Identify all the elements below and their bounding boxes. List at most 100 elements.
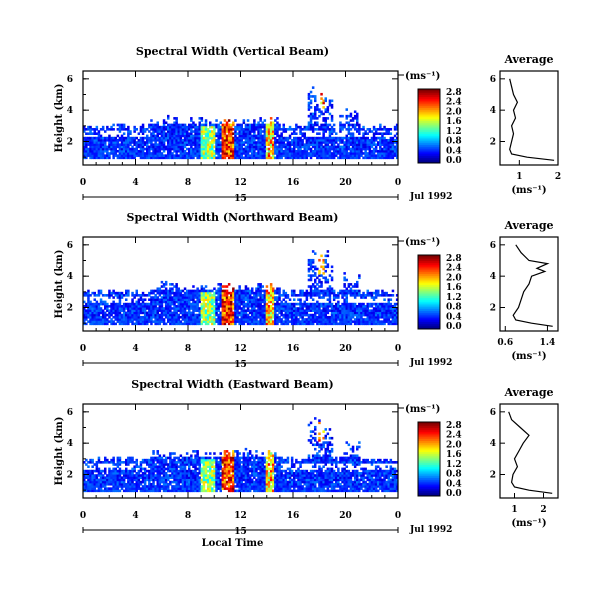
heatmap-cell [318, 296, 321, 299]
heatmap-cell [316, 276, 319, 280]
heatmap-cell [341, 302, 344, 306]
heatmap-cell [200, 134, 204, 138]
heatmap-cell [150, 302, 153, 306]
heatmap-cell [146, 461, 149, 464]
heatmap-cell [374, 143, 378, 146]
heatmap-cell [141, 461, 145, 464]
heatmap-cell [137, 478, 141, 482]
heatmap-cell [110, 309, 113, 312]
heatmap-cell [230, 132, 233, 135]
heatmap-cell [328, 274, 332, 277]
heatmap-cell [143, 471, 147, 475]
colorbar-swatch [418, 327, 440, 330]
heatmap-cell [280, 154, 283, 157]
heatmap-cell [190, 123, 193, 127]
heatmap-cell [339, 128, 342, 131]
heatmap-cell [91, 313, 94, 317]
heatmap-cell [141, 132, 145, 135]
heatmap-cell [267, 307, 271, 310]
heatmap-cell [326, 108, 330, 111]
heatmap-cell [202, 149, 206, 153]
heatmap-cell [141, 304, 145, 308]
heatmap-cell [269, 300, 273, 304]
colorbar-swatch [418, 148, 440, 151]
heatmap-cell [318, 318, 321, 321]
heatmap-cell [160, 476, 164, 479]
heatmap-cell [83, 128, 86, 131]
heatmap-cell [108, 489, 111, 493]
heatmap-cell [385, 154, 388, 157]
heatmap-cell [299, 138, 302, 142]
heatmap-cell [353, 289, 357, 293]
heatmap-cell [242, 132, 246, 135]
heatmap-cell [227, 283, 231, 286]
heatmap-cell [87, 304, 90, 308]
heatmap-cell [162, 480, 166, 484]
heatmap-cell [364, 304, 367, 308]
heatmap-cell [129, 320, 132, 323]
heatmap-cell [223, 123, 227, 127]
heatmap-cell [164, 136, 168, 140]
heatmap-cell [169, 134, 172, 138]
heatmap-cell [225, 300, 229, 304]
heatmap-cell [259, 119, 262, 122]
heatmap-cell [253, 156, 256, 160]
heatmap-cell [280, 156, 283, 160]
heatmap-cell [366, 132, 369, 135]
heatmap-cell [122, 302, 126, 306]
heatmap-cell [246, 154, 250, 157]
heatmap-cell [253, 149, 256, 153]
heatmap-cell [206, 128, 210, 131]
heatmap-cell [139, 298, 143, 301]
heatmap-cell [215, 313, 218, 317]
heatmap-cell [183, 296, 187, 299]
heatmap-cell [391, 294, 395, 297]
heatmap-cell [129, 471, 132, 475]
heatmap-cell [97, 487, 101, 490]
colorbar-swatch [418, 157, 440, 160]
heatmap-cell [148, 474, 151, 477]
heatmap-cell [188, 298, 191, 301]
heatmap-cell [83, 485, 86, 488]
heatmap-cell [311, 318, 315, 321]
heatmap-cell [272, 143, 275, 146]
heatmap-cell [278, 154, 281, 157]
heatmap-cell [141, 156, 145, 160]
heatmap-cell [169, 283, 172, 286]
heatmap-cell [129, 476, 132, 479]
heatmap-cell [160, 304, 164, 308]
heatmap-cell [320, 313, 323, 317]
heatmap-cell [85, 469, 88, 473]
heatmap-cell [91, 465, 94, 468]
heatmap-cell [156, 458, 159, 462]
heatmap-cell [169, 143, 172, 146]
heatmap-cell [127, 128, 130, 131]
heatmap-cell [251, 304, 254, 308]
heatmap-cell [125, 138, 128, 142]
heatmap-cell [112, 467, 115, 471]
heatmap-cell [358, 152, 361, 155]
heatmap-cell [248, 296, 252, 299]
heatmap-cell [244, 315, 248, 319]
heatmap-cell [307, 307, 311, 310]
heatmap-cell [393, 322, 397, 326]
heatmap-cell [387, 302, 390, 306]
heatmap-cell [326, 304, 330, 308]
heatmap-cell [349, 112, 353, 116]
heatmap-cell [259, 128, 262, 131]
heatmap-cell [175, 296, 178, 299]
heatmap-cell [133, 154, 136, 157]
heatmap-cell [232, 291, 235, 295]
heatmap-cell [116, 461, 120, 464]
heatmap-cell [282, 128, 285, 131]
heatmap-cell [89, 311, 92, 315]
heatmap-cell [167, 313, 170, 317]
heatmap-cell [93, 298, 96, 301]
heatmap-cell [395, 152, 399, 155]
heatmap-cell [91, 315, 94, 319]
heatmap-cell [362, 134, 365, 138]
colorbar-swatch [418, 133, 440, 136]
heatmap-cell [227, 132, 231, 135]
heatmap-cell [278, 149, 281, 153]
heatmap-cell [160, 134, 164, 138]
